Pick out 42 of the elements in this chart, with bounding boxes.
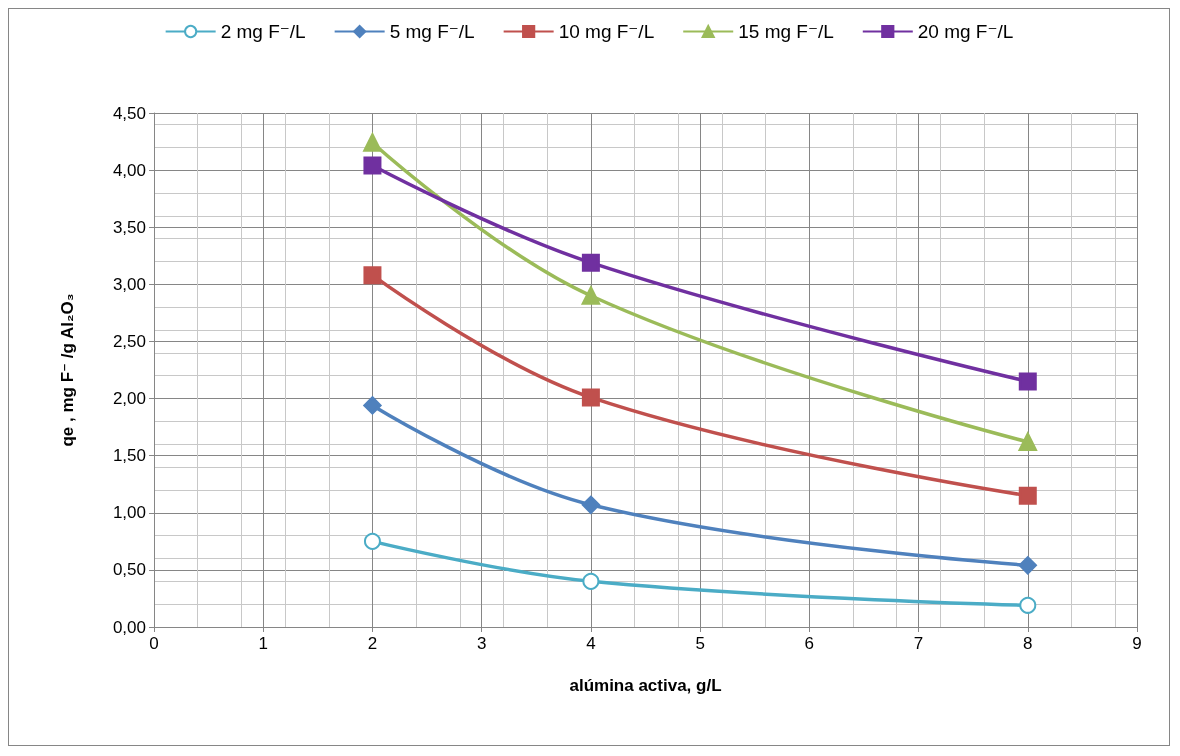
x-tick-label: 7 [913,634,924,653]
point [363,133,382,152]
point [581,495,600,514]
x-tick-label: 6 [804,634,815,653]
x-tick-label: 0 [149,634,159,653]
point [1018,556,1037,575]
x-tick-label: 5 [695,634,705,653]
y-tick-label: 2,00 [112,389,146,409]
legend-label: 5 mg F⁻/L [389,21,475,42]
legend-label: 10 mg F⁻/L [558,21,655,42]
point [582,572,600,590]
point [363,266,382,285]
y-tick-label: 0,00 [112,617,146,637]
y-tick-label: 4,50 [112,103,146,123]
y-tick-label: 3,50 [112,217,146,237]
x-tick-label: 8 [1023,634,1033,653]
x-tick-label: 1 [258,634,268,653]
point [1018,486,1037,505]
y-tick-label: 1,50 [112,446,146,466]
y-tick-label: 3,00 [112,274,146,294]
y-tick-label: 1,00 [112,503,146,523]
point [1019,596,1037,614]
point [363,156,382,175]
x-tick-label: 3 [476,634,487,653]
x-tick-label: 4 [586,634,596,653]
y-tick-label: 0,50 [112,560,146,580]
x-tick-label: 9 [1132,634,1142,653]
point [581,253,600,272]
y-tick-label: 2,50 [112,331,146,351]
legend-label: 2 mg F⁻/L [220,21,306,42]
x-axis-title: alúmina activa, g/L [569,676,722,695]
x-tick-label: 2 [367,634,378,653]
y-tick-label: 4,00 [112,160,146,180]
point [581,388,600,407]
point [581,286,600,305]
legend-label: 15 mg F⁻/L [738,21,834,42]
y-axis-title: qe , mg F⁻ /g Al₂O₃ [58,293,77,447]
legend-label: 20 mg F⁻/L [917,21,1014,42]
point [1018,432,1037,451]
point [363,396,382,415]
point [363,532,381,550]
point [1018,372,1037,391]
